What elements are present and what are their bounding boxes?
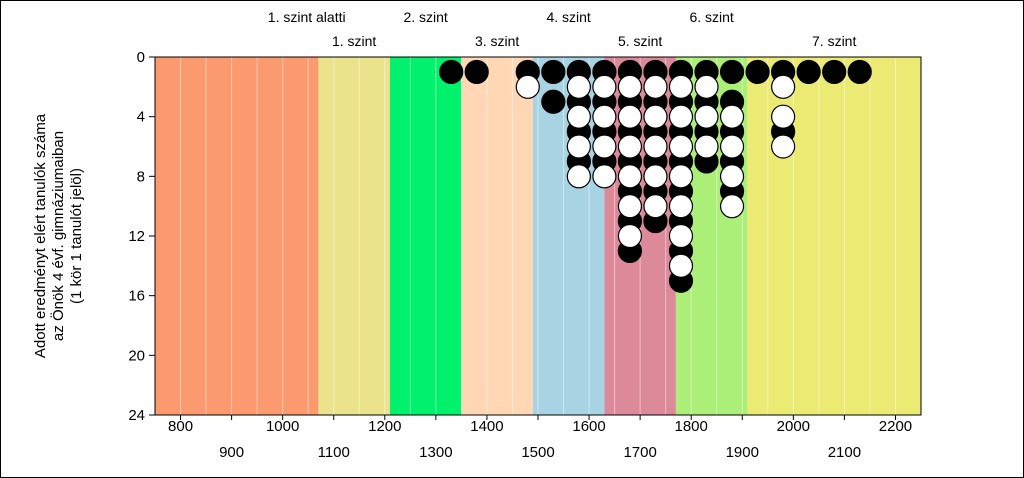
student-marker: [643, 134, 668, 159]
y-tick-label: 8: [137, 168, 145, 185]
student-marker: [719, 59, 745, 85]
student-marker: [464, 59, 489, 85]
student-marker: [592, 134, 617, 159]
student-marker: [694, 134, 719, 159]
x-tick-label: 1400: [470, 418, 503, 435]
student-marker: [592, 164, 617, 189]
student-marker: [796, 59, 821, 85]
level-band: [389, 57, 462, 415]
level-band: [461, 57, 533, 415]
y-axis-label-line: (1 kör 1 tanulót jelöl): [68, 168, 85, 304]
x-tick-label: 1100: [318, 444, 350, 461]
student-marker: [668, 223, 694, 249]
student-marker: [643, 104, 668, 129]
level-labels: 1. szint alatti 1. szint 2. szint 3. szint 4…: [268, 9, 857, 49]
student-marker: [617, 74, 643, 99]
student-marker: [643, 164, 668, 189]
student-marker: [566, 134, 591, 159]
x-tick-label: 1800: [675, 418, 708, 435]
student-marker: [771, 74, 796, 99]
student-marker: [745, 59, 770, 85]
x-tick-label: 2200: [879, 418, 912, 435]
level-band: [155, 57, 319, 415]
student-marker: [643, 74, 668, 99]
student-marker: [592, 104, 617, 129]
student-marker: [566, 104, 591, 129]
x-tick-label: 1200: [368, 418, 401, 435]
x-tick-label: 1600: [572, 418, 605, 435]
y-tick-label: 0: [137, 49, 145, 66]
x-axis: 800 1000 1200 1400 1600 1800 2000 2200 900 1100 13…: [168, 415, 912, 461]
student-markers: [439, 59, 872, 293]
y-axis: 0 4 8 12 16 20 24: [128, 49, 155, 424]
level-label: 5. szint: [618, 33, 662, 49]
y-axis-label-line: az Önök 4 évf. gimnáziumaiban: [49, 131, 67, 341]
student-marker: [694, 104, 719, 129]
student-marker: [566, 74, 591, 99]
student-marker: [668, 194, 694, 219]
level-band: [318, 57, 390, 415]
y-tick-label: 4: [137, 109, 145, 126]
student-marker: [592, 74, 617, 99]
y-tick-label: 12: [128, 228, 145, 245]
student-marker: [541, 89, 566, 114]
student-marker: [719, 134, 745, 159]
student-marker: [668, 74, 694, 99]
level-label: 3. szint: [475, 33, 519, 49]
x-tick-label: 1300: [419, 444, 452, 461]
x-tick-label: 1900: [726, 444, 759, 461]
student-marker: [541, 59, 566, 85]
level-label: 2. szint: [403, 9, 447, 25]
student-marker: [719, 194, 745, 219]
student-marker: [617, 194, 643, 219]
x-tick-label: 2000: [777, 418, 810, 435]
level-label: 1. szint: [332, 33, 376, 49]
student-marker: [719, 164, 745, 189]
level-label: 7. szint: [812, 33, 856, 49]
student-marker: [668, 253, 694, 278]
student-marker: [847, 59, 872, 85]
y-tick-label: 20: [128, 347, 145, 364]
student-marker: [694, 74, 719, 99]
student-marker: [617, 134, 643, 159]
student-marker: [617, 223, 643, 249]
y-axis-label: Adott eredményt elért tanulók számaaz Ön…: [32, 113, 85, 358]
student-marker: [515, 74, 540, 99]
level-label: 1. szint alatti: [268, 9, 346, 25]
student-marker: [668, 104, 694, 129]
y-tick-label: 24: [128, 407, 145, 424]
student-marker: [617, 164, 643, 189]
student-marker: [822, 59, 847, 85]
y-axis-label-line: Adott eredményt elért tanulók száma: [32, 113, 49, 358]
x-tick-label: 800: [168, 418, 193, 435]
student-marker: [771, 104, 796, 129]
student-marker: [719, 104, 745, 129]
student-marker: [566, 164, 591, 189]
level-label: 4. szint: [546, 9, 590, 25]
student-marker: [643, 194, 668, 219]
student-marker: [668, 134, 694, 159]
student-marker: [771, 134, 796, 159]
x-tick-label: 1700: [623, 444, 656, 461]
x-tick-label: 2100: [828, 444, 861, 461]
y-tick-label: 16: [128, 288, 145, 305]
x-tick-label: 1000: [266, 418, 299, 435]
student-marker: [439, 59, 464, 85]
level-label: 6. szint: [689, 9, 733, 25]
student-marker: [617, 104, 643, 129]
student-marker: [668, 164, 694, 189]
x-tick-label: 900: [219, 444, 244, 461]
x-tick-label: 1500: [521, 444, 554, 461]
